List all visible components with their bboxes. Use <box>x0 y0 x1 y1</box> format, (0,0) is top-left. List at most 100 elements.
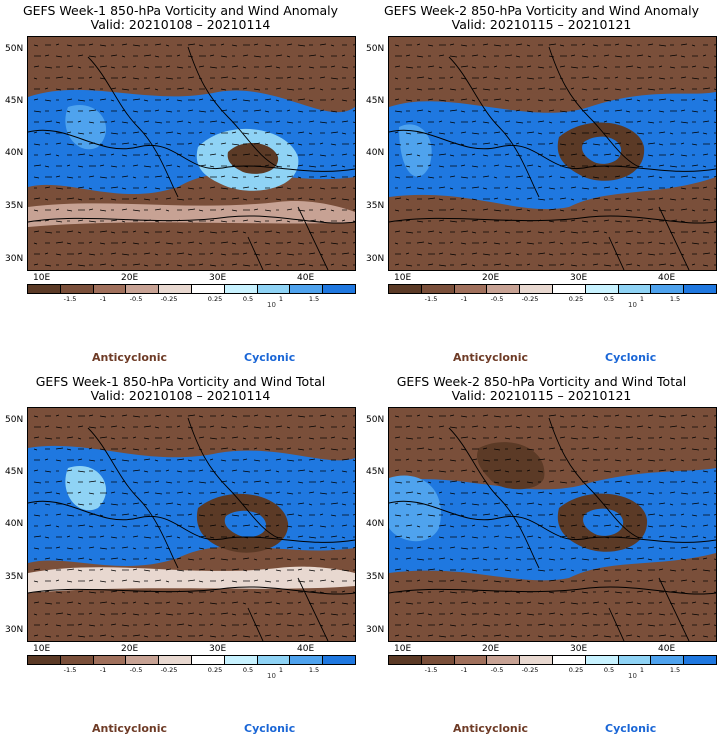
longitude-label: 30E <box>570 273 588 283</box>
colorbar-swatch <box>552 656 586 664</box>
colorbar-swatch <box>651 656 685 664</box>
cyclonic-label: Cyclonic <box>244 722 296 735</box>
colorbar <box>27 284 356 294</box>
latitude-label: 50N <box>366 44 385 54</box>
colorbar-tick-label: 0.5 <box>603 295 615 303</box>
colorbar-tick-label: 1 <box>639 295 645 303</box>
colorbar-tick-label: 0.5 <box>242 295 254 303</box>
colorbar-swatch <box>323 656 355 664</box>
colorbar-swatch <box>93 285 127 293</box>
colorbar-swatch <box>487 285 521 293</box>
colorbar-swatch <box>126 656 160 664</box>
colorbar-swatch <box>389 656 422 664</box>
colorbar-swatch <box>290 656 324 664</box>
colorbar-swatch <box>618 656 652 664</box>
longitude-label: 20E <box>121 273 139 283</box>
panel-title: GEFS Week-2 850-hPa Vorticity and Wind T… <box>396 374 687 389</box>
colorbar-swatch <box>191 285 225 293</box>
colorbar-tick-label: 1.5 <box>308 295 320 303</box>
vector-reference-label: 10 <box>267 301 276 309</box>
colorbar-swatch <box>323 285 355 293</box>
colorbar-swatch <box>618 285 652 293</box>
latitude-label: 35N <box>366 201 385 211</box>
latitude-label: 35N <box>5 572 24 582</box>
colorbar-tick-label: 0.5 <box>603 666 615 674</box>
latitude-label: 40N <box>366 148 385 158</box>
longitude-label: 30E <box>209 644 227 654</box>
colorbar-swatch <box>93 656 127 664</box>
latitude-label: 30N <box>366 254 385 264</box>
colorbar-tick-label: 0.25 <box>568 295 584 303</box>
colorbar-swatch <box>520 285 553 293</box>
colorbar-swatch <box>454 285 488 293</box>
colorbar-tick-label: -1.5 <box>63 295 77 303</box>
longitude-label: 30E <box>570 644 588 654</box>
anticyclonic-label: Anticyclonic <box>92 351 168 364</box>
colorbar-swatch <box>126 285 160 293</box>
latitude-label: 45N <box>5 467 24 477</box>
latitude-label: 40N <box>5 519 24 529</box>
colorbar-swatch <box>684 656 716 664</box>
cyclonic-label: Cyclonic <box>244 351 296 364</box>
colorbar-tick-label: -1 <box>99 295 107 303</box>
latitude-label: 50N <box>366 415 385 425</box>
colorbar-swatch <box>28 285 61 293</box>
vorticity-map <box>27 36 356 271</box>
colorbar-tick-label: 1.5 <box>308 666 320 674</box>
map-panel-week1-anomaly: GEFS Week-1 850-hPa Vorticity and Wind A… <box>0 0 361 371</box>
cyclonic-label: Cyclonic <box>605 722 657 735</box>
longitude-label: 40E <box>297 273 315 283</box>
latitude-label: 45N <box>366 467 385 477</box>
latitude-label: 50N <box>5 415 24 425</box>
longitude-label: 40E <box>658 644 676 654</box>
colorbar-tick-label: 1 <box>639 666 645 674</box>
colorbar-tick-label: -0.25 <box>521 295 539 303</box>
longitude-label: 40E <box>658 273 676 283</box>
colorbar-swatch <box>257 656 291 664</box>
cyclonic-label: Cyclonic <box>605 351 657 364</box>
latitude-label: 50N <box>5 44 24 54</box>
colorbar-tick-label: -0.5 <box>129 295 143 303</box>
colorbar <box>27 655 356 665</box>
colorbar-swatch <box>454 656 488 664</box>
longitude-label: 40E <box>297 644 315 654</box>
colorbar-swatch <box>585 656 619 664</box>
latitude-label: 30N <box>5 625 24 635</box>
panel-title: GEFS Week-1 850-hPa Vorticity and Wind T… <box>35 374 326 389</box>
map-panel-week2-total: GEFS Week-2 850-hPa Vorticity and Wind T… <box>361 371 722 742</box>
colorbar-tick-label: -0.25 <box>521 666 539 674</box>
panel-valid-dates: Valid: 20210115 – 20210121 <box>451 17 632 32</box>
colorbar-swatch <box>224 285 258 293</box>
colorbar-tick-label: 0.25 <box>568 666 584 674</box>
longitude-label: 30E <box>209 273 227 283</box>
vector-reference-label: 10 <box>628 301 637 309</box>
colorbar-tick-label: -1.5 <box>424 295 438 303</box>
longitude-label: 20E <box>482 273 500 283</box>
colorbar-tick-label: 1.5 <box>669 295 681 303</box>
vorticity-map <box>388 36 717 271</box>
colorbar-swatch <box>159 285 192 293</box>
colorbar-tick-label: 1 <box>278 295 284 303</box>
latitude-label: 30N <box>5 254 24 264</box>
colorbar-tick-label: -0.25 <box>160 666 178 674</box>
map-panel-week2-anomaly: GEFS Week-2 850-hPa Vorticity and Wind A… <box>361 0 722 371</box>
latitude-label: 30N <box>366 625 385 635</box>
colorbar <box>388 655 717 665</box>
longitude-label: 10E <box>394 273 412 283</box>
colorbar-tick-label: 0.5 <box>242 666 254 674</box>
colorbar-tick-label: -0.25 <box>160 295 178 303</box>
colorbar-swatch <box>421 656 455 664</box>
colorbar-tick-label: -1.5 <box>424 666 438 674</box>
colorbar-tick-label: -1 <box>460 666 468 674</box>
longitude-label: 20E <box>482 644 500 654</box>
panel-title: GEFS Week-1 850-hPa Vorticity and Wind A… <box>22 3 339 18</box>
colorbar-swatch <box>651 285 685 293</box>
panel-title: GEFS Week-2 850-hPa Vorticity and Wind A… <box>383 3 700 18</box>
colorbar-swatch <box>60 285 94 293</box>
colorbar-swatch <box>487 656 521 664</box>
colorbar-swatch <box>290 285 324 293</box>
latitude-label: 40N <box>5 148 24 158</box>
panel-valid-dates: Valid: 20210108 – 20210114 <box>90 388 271 403</box>
latitude-label: 35N <box>5 201 24 211</box>
colorbar-swatch <box>257 285 291 293</box>
